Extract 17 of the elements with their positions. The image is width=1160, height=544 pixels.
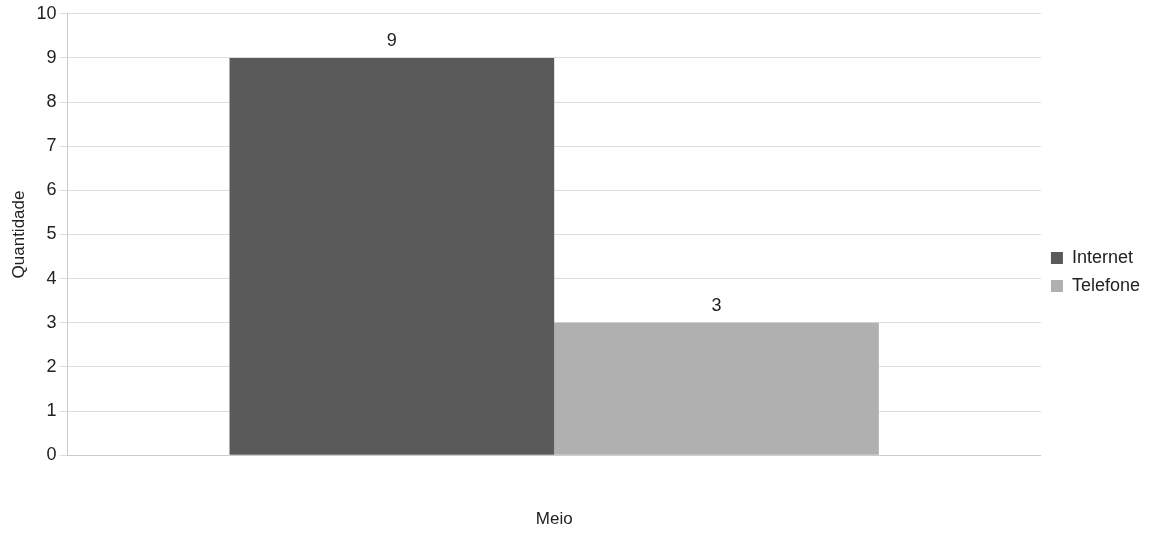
legend-label: Internet xyxy=(1071,246,1133,267)
y-tick-label: 7 xyxy=(46,135,57,156)
y-tick-label: 5 xyxy=(46,223,57,244)
y-tick-label: 8 xyxy=(46,91,57,112)
y-tick-label: 6 xyxy=(46,179,57,200)
y-axis-title: Quantidade xyxy=(8,190,28,279)
x-axis-title: Meio xyxy=(535,509,573,529)
legend-label: Telefone xyxy=(1071,274,1141,295)
y-tick-label: 10 xyxy=(36,2,57,23)
y-tick-label: 0 xyxy=(46,444,57,465)
y-tick-label: 4 xyxy=(46,267,57,288)
y-tick-label: 9 xyxy=(46,46,57,67)
y-tick-label: 1 xyxy=(46,400,57,421)
data-label: 3 xyxy=(711,294,722,315)
y-tick-label: 3 xyxy=(46,311,57,332)
y-tick-label: 2 xyxy=(46,355,57,376)
data-label: 9 xyxy=(386,29,397,50)
